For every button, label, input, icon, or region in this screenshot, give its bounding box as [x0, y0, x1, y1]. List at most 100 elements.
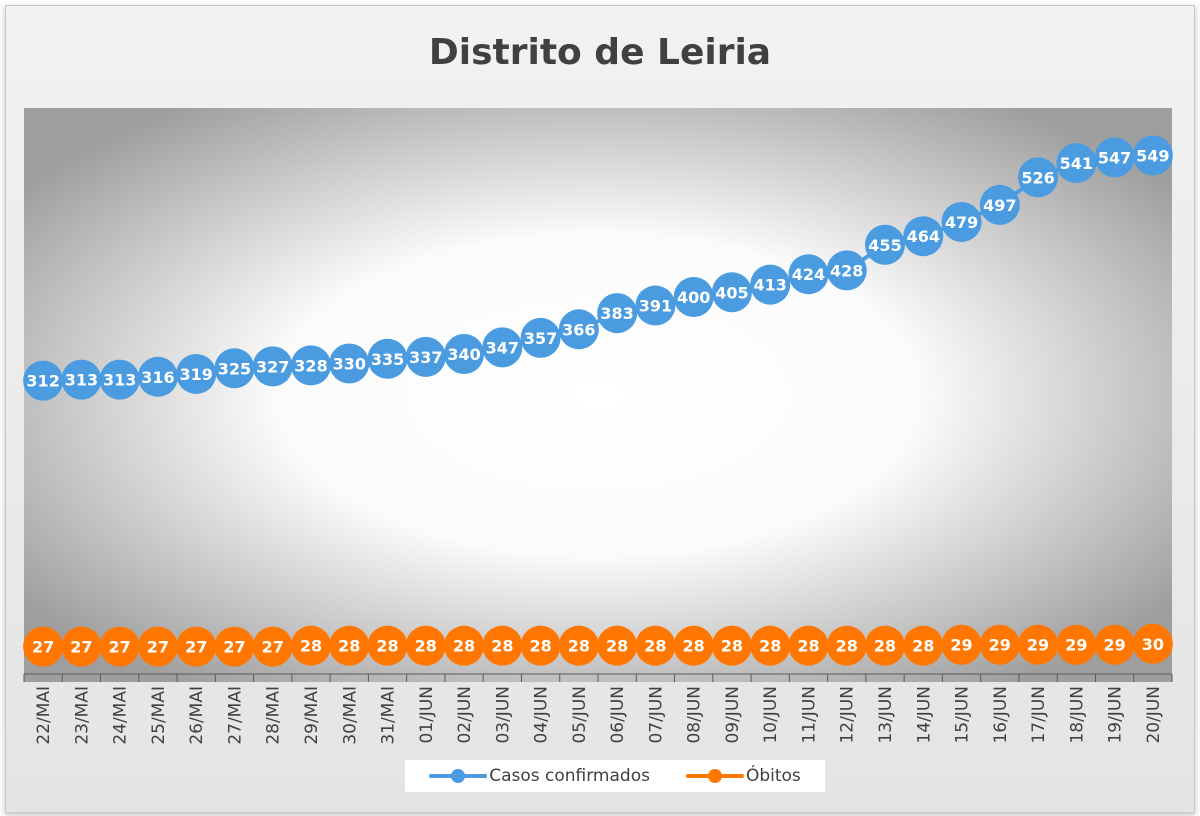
series-0: 312 313 313 316 319 325 327 328 330 335 337 340 347 3…	[23, 135, 1173, 401]
x-tick-label: 01/JUN	[417, 686, 437, 744]
data-point	[826, 625, 867, 666]
data-label: 28	[491, 637, 513, 656]
data-point	[444, 334, 485, 374]
data-label: 319	[179, 365, 212, 384]
data-label: 464	[907, 227, 940, 246]
data-label: 313	[103, 371, 136, 390]
data-label: 28	[606, 637, 628, 656]
data-label: 335	[371, 350, 404, 369]
data-point	[61, 359, 102, 400]
data-label: 28	[644, 637, 666, 656]
data-point	[329, 343, 370, 384]
data-point	[99, 626, 140, 667]
legend-swatch-obitos	[685, 769, 744, 783]
data-point	[176, 626, 217, 667]
data-label: 28	[300, 637, 322, 656]
data-label: 27	[185, 638, 207, 657]
x-tick-label: 27/MAI	[225, 686, 245, 745]
data-point	[979, 624, 1020, 665]
data-label: 28	[415, 637, 437, 656]
data-point	[558, 309, 599, 350]
data-label: 28	[683, 637, 705, 656]
data-label: 30	[1142, 635, 1164, 654]
data-label: 413	[753, 276, 786, 295]
data-label: 313	[65, 371, 98, 390]
data-point	[520, 317, 561, 358]
data-point	[903, 625, 944, 666]
chart-title: Distrito de Leiria	[428, 32, 772, 73]
data-point	[788, 625, 829, 666]
x-tick-label: 06/JUN	[608, 686, 628, 744]
data-point	[635, 625, 676, 666]
data-label: 526	[1021, 168, 1054, 187]
data-label: 28	[376, 637, 398, 656]
x-tick-label: 04/JUN	[532, 686, 552, 744]
data-label: 366	[562, 320, 595, 339]
x-tick-label: 20/JUN	[1144, 686, 1164, 744]
data-point	[520, 625, 561, 666]
data-label: 312	[26, 372, 59, 391]
data-label: 325	[218, 359, 251, 378]
data-point	[405, 336, 446, 377]
data-label: 547	[1098, 148, 1131, 167]
data-label: 383	[600, 304, 633, 323]
x-tick-label: 28/MAI	[264, 686, 284, 745]
x-tick-label: 22/MAI	[34, 686, 54, 745]
data-label: 27	[223, 638, 245, 657]
data-label: 541	[1060, 154, 1093, 173]
data-point	[635, 285, 676, 326]
data-point	[252, 626, 293, 667]
data-point	[1018, 624, 1059, 665]
data-point	[597, 625, 638, 666]
data-label: 28	[874, 637, 896, 656]
data-label: 29	[1065, 636, 1087, 655]
data-point	[1094, 624, 1135, 665]
x-tick-label: 31/MAI	[379, 686, 399, 745]
legend-label-obitos: Óbitos	[745, 766, 801, 786]
legend-item-obitos: Óbitos	[685, 766, 801, 786]
data-label: 29	[1027, 636, 1049, 655]
data-label: 479	[945, 213, 978, 232]
x-tick-label: 25/MAI	[149, 686, 169, 745]
data-point	[176, 353, 217, 394]
data-label: 28	[338, 637, 360, 656]
data-label: 27	[147, 638, 169, 657]
data-point	[137, 626, 178, 667]
data-point	[214, 626, 255, 667]
data-point	[99, 359, 140, 400]
data-label: 28	[759, 637, 781, 656]
data-point	[979, 184, 1020, 225]
data-point	[367, 338, 408, 379]
x-tick-label: 18/JUN	[1067, 686, 1087, 744]
legend-swatch-casos	[429, 769, 488, 783]
data-label: 549	[1136, 146, 1169, 165]
data-label: 327	[256, 357, 289, 376]
data-point	[903, 216, 944, 257]
x-tick-label: 10/JUN	[761, 686, 781, 744]
data-point	[291, 625, 331, 666]
data-point	[137, 356, 178, 397]
x-tick-label: 17/JUN	[1029, 686, 1049, 744]
data-point	[482, 625, 523, 666]
x-tick-label: 11/JUN	[799, 686, 819, 744]
data-point	[23, 360, 64, 401]
data-point	[711, 272, 752, 313]
x-tick-label: 24/MAI	[111, 686, 131, 745]
data-point	[788, 254, 829, 295]
data-point	[1094, 137, 1135, 178]
data-point	[23, 626, 64, 667]
data-point	[711, 625, 752, 666]
data-label: 28	[912, 637, 934, 656]
data-point	[826, 250, 867, 291]
data-label: 27	[70, 638, 92, 657]
x-tick-label: 14/JUN	[914, 686, 934, 744]
x-tick-label: 30/MAI	[340, 686, 360, 745]
data-label: 455	[868, 236, 901, 255]
data-label: 337	[409, 348, 442, 367]
data-point	[214, 348, 255, 389]
data-point	[367, 625, 408, 666]
legend-label-casos: Casos confirmados	[489, 766, 650, 786]
data-label: 391	[639, 297, 672, 316]
data-point	[673, 277, 714, 317]
data-point	[1132, 623, 1173, 664]
